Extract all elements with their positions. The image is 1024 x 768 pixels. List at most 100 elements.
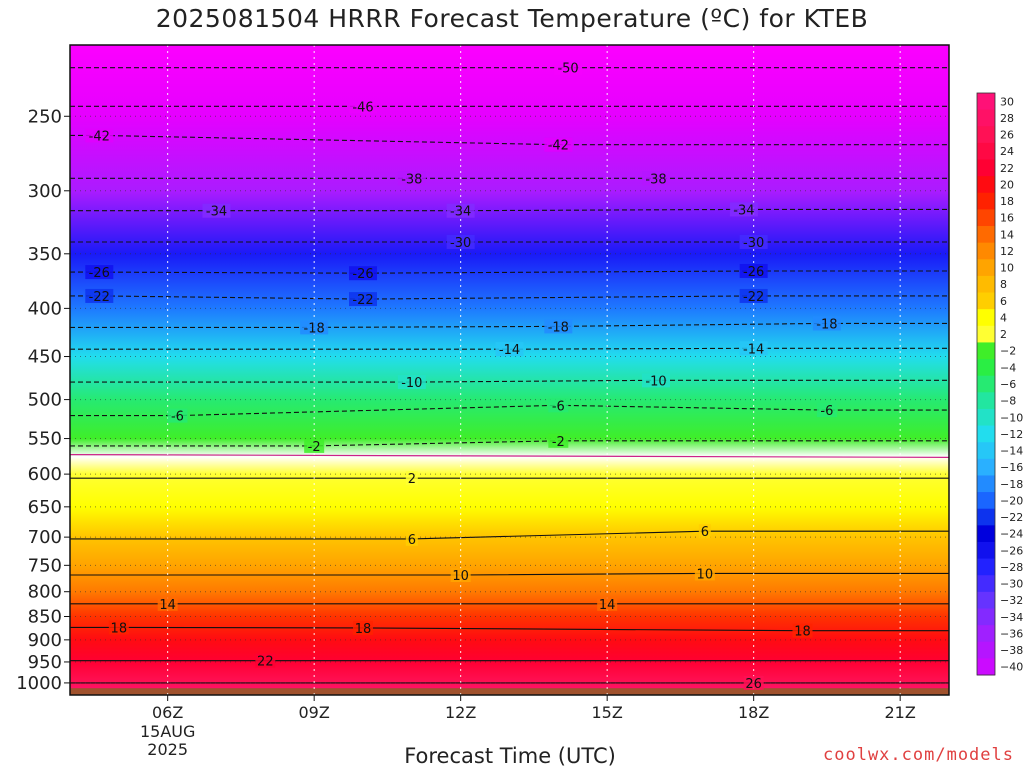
isotherm-line <box>70 379 949 383</box>
contour-label: -46 <box>352 100 373 115</box>
isotherm-line <box>70 347 949 350</box>
colorbar-swatch <box>977 126 995 144</box>
x-tick-label: 12Z <box>445 703 476 722</box>
y-tick-label: 400 <box>28 298 62 319</box>
colorbar-swatch <box>977 176 995 194</box>
ground-band <box>70 688 949 695</box>
axes: 250 300 350 400 450 500 550 600 650 700 750 800 850 9… <box>16 44 950 759</box>
colorbar-swatch <box>977 275 995 294</box>
credit-link[interactable]: coolwx.com/models <box>823 745 1014 765</box>
colorbar-swatch <box>977 575 995 593</box>
contour-label-bg <box>739 234 768 249</box>
contour-label: -14 <box>743 342 764 357</box>
freezing-line <box>70 454 949 458</box>
contour-label: 22 <box>257 655 274 670</box>
colorbar-label: 20 <box>1000 178 1014 191</box>
y-tick-label: 450 <box>28 347 62 368</box>
colorbar-swatch <box>977 192 995 210</box>
colorbar-label: −26 <box>1000 544 1023 557</box>
contour-label-bg <box>554 60 583 75</box>
contour-label: 10 <box>697 567 714 582</box>
contour-label: -10 <box>401 376 422 391</box>
colorbar-swatch <box>977 93 995 111</box>
colorbar-swatch <box>977 641 995 659</box>
colorbar-swatch <box>977 458 995 476</box>
colorbar-label: −20 <box>1000 494 1023 507</box>
contour-label-bg <box>739 341 768 356</box>
y-tick-label: 250 <box>28 106 62 127</box>
y-tick-label: 350 <box>28 244 62 265</box>
plot-area <box>70 45 949 695</box>
colorbar-swatch <box>977 359 995 377</box>
contour-label-bg <box>597 596 618 611</box>
colorbar-label: −6 <box>1000 378 1016 391</box>
contour-label: -6 <box>171 410 184 425</box>
contour-label: -6 <box>552 399 565 414</box>
contour-label: 18 <box>794 625 811 640</box>
contour-label-bg <box>85 128 114 143</box>
contour-label: -18 <box>548 320 569 335</box>
contour-label: 14 <box>159 598 176 613</box>
x-tick-label: 21Z <box>885 703 916 722</box>
colorbar-label: 14 <box>1000 228 1014 241</box>
contour-label-bg <box>202 203 231 218</box>
contour-label: -2 <box>308 440 321 455</box>
colorbar-swatch <box>977 608 995 626</box>
colorbar-label: 8 <box>1000 278 1007 291</box>
x-tick-label: 09Z <box>299 703 330 722</box>
colorbar-label: −22 <box>1000 511 1023 524</box>
colorbar-label: −40 <box>1000 661 1023 674</box>
y-tick-label: 900 <box>28 630 62 651</box>
colorbar-label: −12 <box>1000 428 1023 441</box>
colorbar-label: −14 <box>1000 445 1023 458</box>
x-tick-label: 06Z <box>152 703 183 722</box>
contour-label: 26 <box>745 677 762 692</box>
colorbar-label: −10 <box>1000 411 1023 424</box>
colorbar-swatch <box>977 408 995 427</box>
contour-label-bg <box>743 675 764 690</box>
colorbar-swatch <box>977 475 995 493</box>
colorbar-label: −34 <box>1000 611 1023 624</box>
colorbar-label: −30 <box>1000 578 1023 591</box>
contour-label: -26 <box>89 266 110 281</box>
y-tick-label: 650 <box>28 497 62 518</box>
colorbar-frame <box>976 92 996 676</box>
contour-label-bg <box>729 202 758 217</box>
contour-label: 6 <box>408 533 416 548</box>
contour-label-bg <box>397 171 426 186</box>
contour-label-bg <box>548 398 569 413</box>
contour-label: -14 <box>499 343 520 358</box>
contour-label-bg <box>642 171 670 186</box>
contour-label: -42 <box>548 139 569 154</box>
contour-label: -22 <box>352 293 373 308</box>
y-tick-label: 800 <box>28 582 62 603</box>
contour-label: -38 <box>401 172 422 187</box>
contour-label-bg <box>405 531 418 546</box>
contour-label: -30 <box>450 236 471 251</box>
contour-label-bg <box>544 137 573 152</box>
isotherm-line <box>70 440 949 447</box>
contour-label: 18 <box>355 622 372 637</box>
isotherm-line <box>70 530 949 540</box>
colorbar-swatch <box>977 342 995 360</box>
isotherm-line <box>70 208 949 212</box>
contour-label-bg <box>397 375 426 390</box>
contour-label-bg <box>446 203 475 218</box>
contour-label-bg <box>304 438 325 453</box>
colorbar-label: 30 <box>1000 95 1014 108</box>
colorbar-swatch <box>977 508 995 526</box>
colorbar-swatch <box>977 309 995 327</box>
colorbar-label: 4 <box>1000 311 1007 324</box>
y-tick-label: 700 <box>28 527 62 548</box>
colorbar-label: 18 <box>1000 195 1014 208</box>
contour-label: -42 <box>89 129 110 144</box>
contour-label: -34 <box>733 203 754 218</box>
contour-label-bg <box>85 265 114 280</box>
contour-label-bg <box>353 620 373 635</box>
contour-label: -2 <box>552 435 565 450</box>
contour-label-bg <box>450 568 471 583</box>
colorbar-label: 16 <box>1000 212 1014 225</box>
colorbar-label: 26 <box>1000 129 1014 142</box>
contour-label-bg <box>642 373 670 388</box>
colorbar-label: −16 <box>1000 461 1023 474</box>
